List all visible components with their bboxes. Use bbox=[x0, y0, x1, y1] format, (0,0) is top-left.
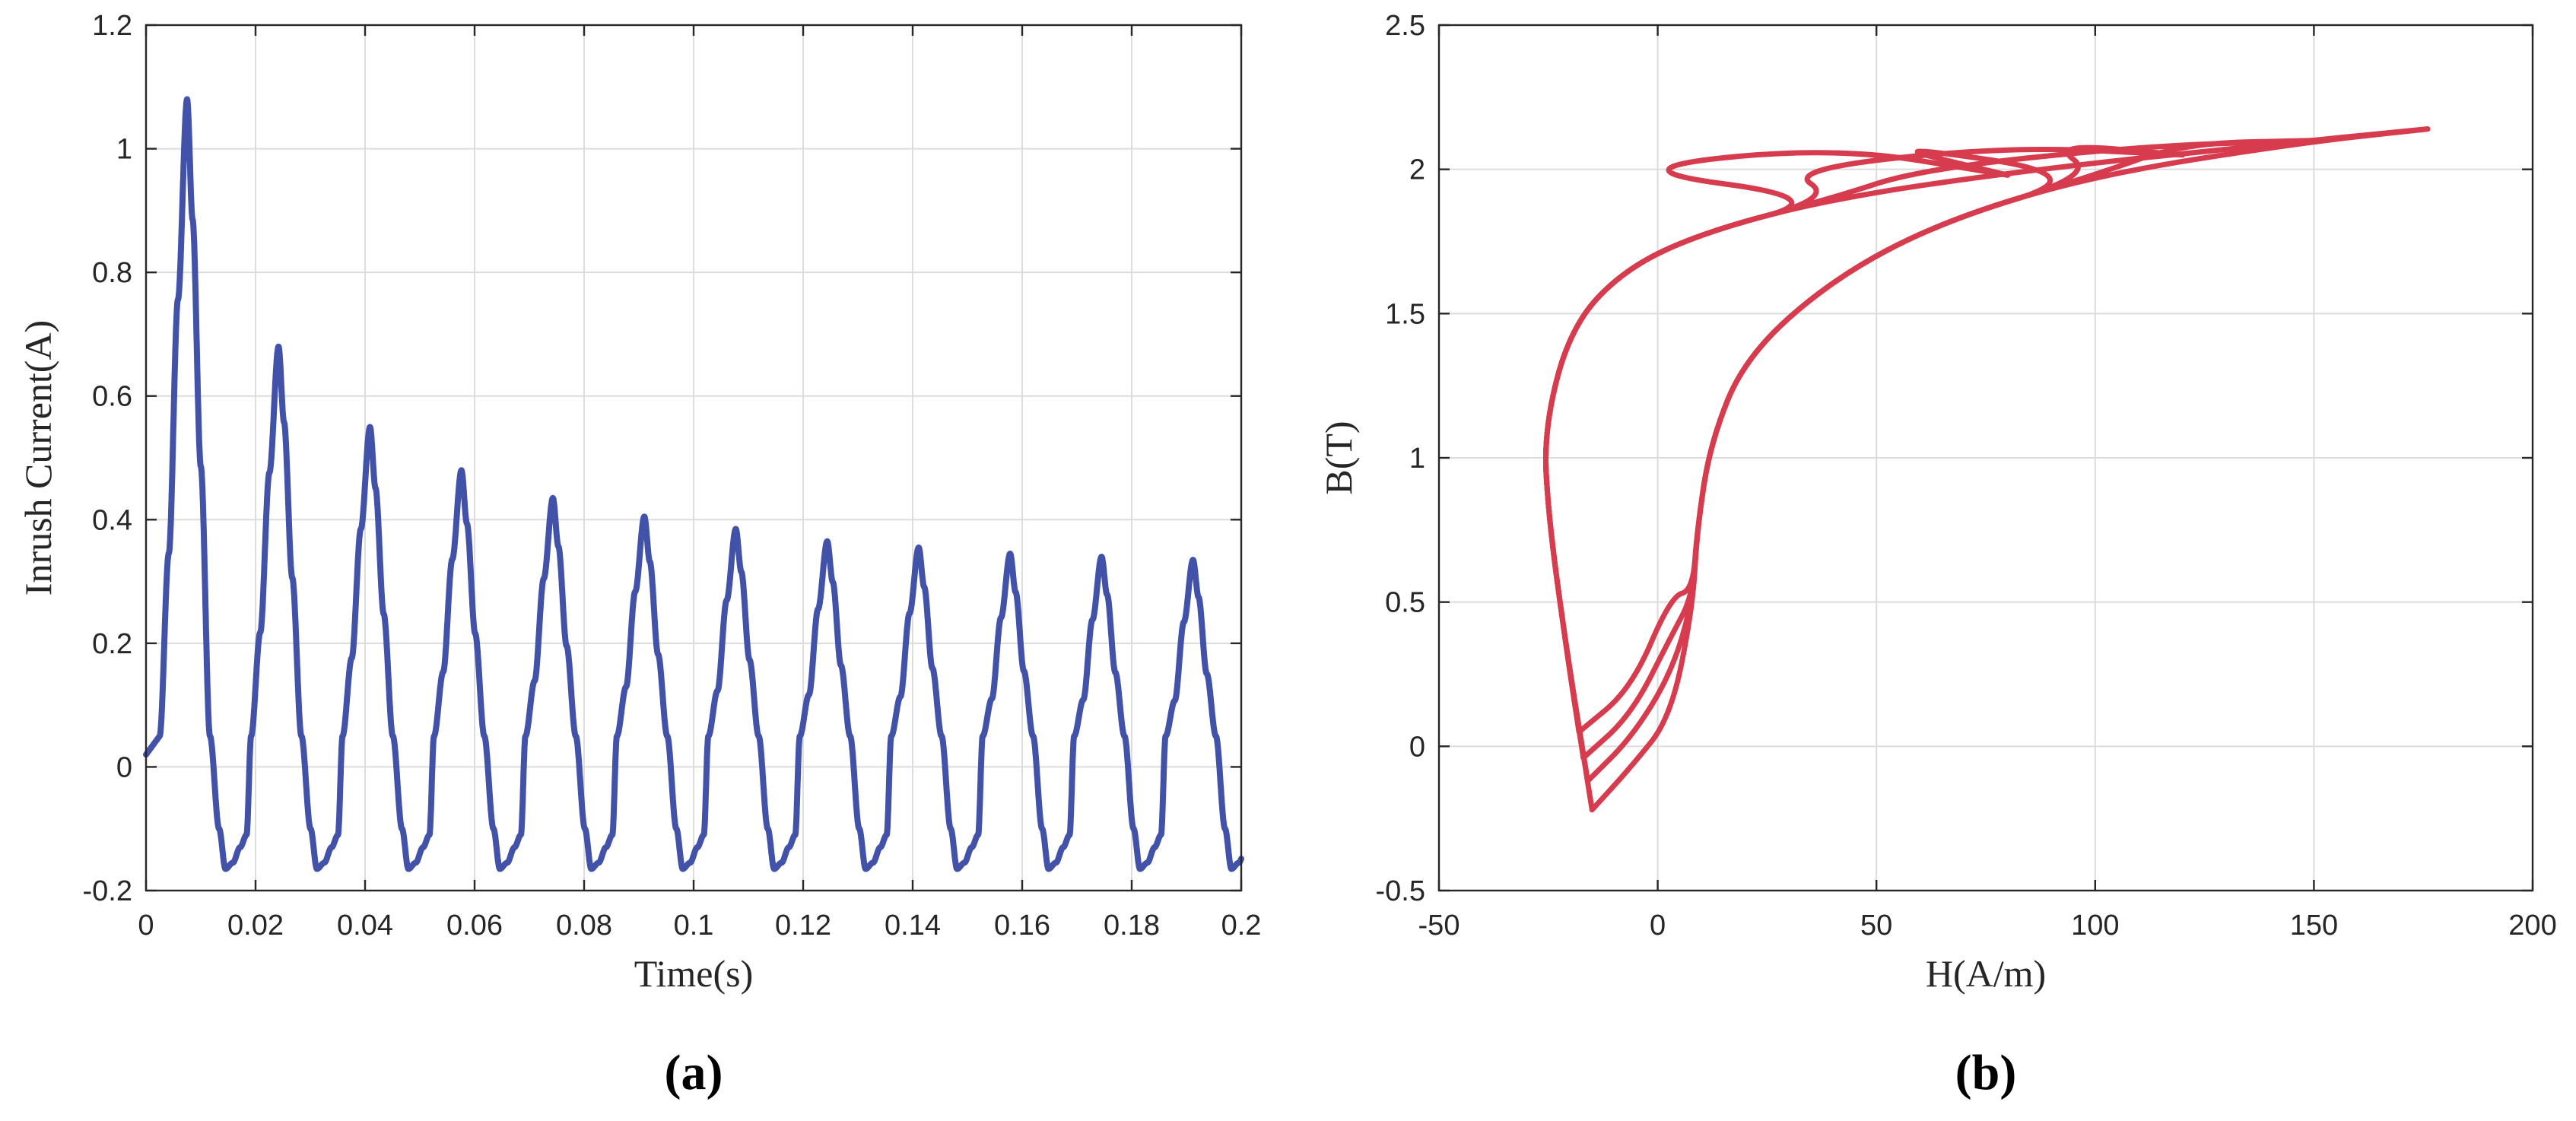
y-tick-label: 1 bbox=[1409, 443, 1425, 475]
y-tick-label: 0.8 bbox=[92, 257, 132, 289]
x-tick-label: 0.06 bbox=[446, 910, 503, 942]
grid bbox=[1439, 25, 2533, 891]
x-axis-label: H(A/m) bbox=[1926, 952, 2046, 995]
x-tick-label: 100 bbox=[2071, 910, 2119, 942]
x-tick-label: 150 bbox=[2290, 910, 2338, 942]
x-tick-label: 0.02 bbox=[227, 910, 284, 942]
hysteresis-descending-branch bbox=[1542, 126, 2431, 813]
panel-label: (a) bbox=[665, 1045, 723, 1100]
x-tick-label: 0.14 bbox=[885, 910, 941, 942]
y-tick-label: 1.5 bbox=[1385, 298, 1425, 330]
x-tick-label: -50 bbox=[1418, 910, 1460, 942]
x-tick-label: 0.08 bbox=[556, 910, 612, 942]
grid bbox=[146, 25, 1241, 891]
inrush-current-line bbox=[143, 96, 1244, 872]
y-tick-label: 0.6 bbox=[92, 381, 132, 413]
panel-label: (b) bbox=[1955, 1045, 2017, 1100]
y-axis-label: B(T) bbox=[1317, 421, 1360, 494]
y-tick-label: 0 bbox=[1409, 731, 1425, 763]
x-tick-label: 0.2 bbox=[1221, 910, 1262, 942]
axis-ticks: -50 0 50 100 150 200 -0.5 0 0.5 1 1.5 2 2.5 bbox=[1376, 10, 2557, 942]
y-tick-label: 2.5 bbox=[1385, 10, 1425, 42]
y-tick-label: -0.5 bbox=[1376, 875, 1425, 907]
x-tick-label: 0 bbox=[1650, 910, 1666, 942]
x-tick-label: 0.16 bbox=[994, 910, 1050, 942]
x-tick-label: 0.1 bbox=[674, 910, 714, 942]
hysteresis-descending-branch bbox=[1542, 150, 2011, 735]
y-tick-label: 0.4 bbox=[92, 504, 132, 536]
y-tick-label: 0.5 bbox=[1385, 587, 1425, 619]
axis-ticks: 0 0.02 0.04 0.06 0.08 0.1 0.12 0.14 0.16 0.18 0.2 -… bbox=[83, 10, 1262, 942]
hysteresis-loop-chart: -50 0 50 100 150 200 -0.5 0 0.5 1 1.5 2 2.5 H(A/m) B… bbox=[1317, 10, 2557, 1100]
y-tick-label: 1.2 bbox=[92, 10, 132, 42]
data-series bbox=[1542, 126, 2431, 813]
inrush-current-chart: 0 0.02 0.04 0.06 0.08 0.1 0.12 0.14 0.16 0.18 0.2 -… bbox=[17, 10, 1261, 1100]
y-tick-label: 0.2 bbox=[92, 628, 132, 660]
y-tick-label: 0 bbox=[116, 751, 132, 783]
x-tick-label: 200 bbox=[2508, 910, 2556, 942]
x-tick-label: 0.04 bbox=[337, 910, 393, 942]
x-tick-label: 0.18 bbox=[1104, 910, 1160, 942]
y-axis-label: Inrush Current(A) bbox=[17, 320, 59, 595]
x-tick-label: 0.12 bbox=[775, 910, 831, 942]
x-axis-label: Time(s) bbox=[634, 952, 754, 995]
y-tick-label: -0.2 bbox=[83, 875, 132, 907]
y-tick-label: 1 bbox=[116, 134, 132, 166]
y-tick-label: 2 bbox=[1409, 154, 1425, 186]
data-series bbox=[143, 96, 1244, 872]
x-tick-label: 0 bbox=[138, 910, 154, 942]
hysteresis-ascending-branch bbox=[1576, 148, 2053, 735]
x-tick-label: 50 bbox=[1860, 910, 1892, 942]
